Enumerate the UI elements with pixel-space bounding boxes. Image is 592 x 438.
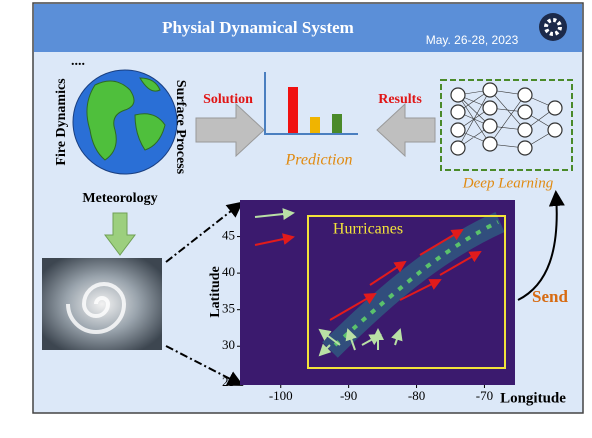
x-tick-label: -100: [269, 388, 293, 403]
deep-learning-label: Deep Learning: [462, 175, 554, 191]
results-label: Results: [378, 92, 422, 107]
y-tick-label: 45: [222, 228, 235, 243]
prediction-chart-icon: [264, 72, 358, 135]
header-bar: [34, 4, 582, 52]
solution-label: Solution: [203, 92, 253, 107]
satellite-image: [42, 258, 162, 350]
neural-network-icon: [440, 79, 573, 171]
y-tick-label: 25: [222, 374, 235, 389]
map-title: Hurricanes: [333, 221, 403, 238]
y-tick-label: 40: [222, 264, 235, 279]
hurricane-map: Hurricanes: [240, 200, 515, 385]
ellipsis: ....: [71, 54, 85, 69]
globe-bottom-label: Meteorology: [82, 191, 157, 206]
settings-icon[interactable]: [539, 13, 567, 41]
zoom-line: [165, 345, 244, 386]
x-tick-label: -80: [408, 388, 425, 403]
y-tick-label: 30: [222, 337, 235, 352]
globe: [72, 69, 178, 175]
down-arrow: [104, 212, 136, 256]
map-ylabel: Latitude: [208, 266, 223, 317]
y-tick-label: 35: [222, 301, 235, 316]
map-xlabel: Longitude: [500, 390, 566, 406]
globe-right-label: Surface Process: [173, 80, 188, 175]
solution-arrow: [195, 102, 265, 158]
results-arrow: [376, 102, 436, 158]
send-arrow: [517, 190, 565, 301]
x-tick-label: -90: [340, 388, 357, 403]
satellite-swirl: [66, 282, 127, 334]
x-tick-label: -70: [476, 388, 493, 403]
globe-left-label: Fire Dynamics: [54, 78, 69, 166]
header-title: Physial Dynamical System: [162, 18, 354, 37]
send-label: Send: [532, 287, 568, 306]
header-date: May. 26-28, 2023: [426, 33, 519, 47]
prediction-label: Prediction: [285, 152, 353, 169]
